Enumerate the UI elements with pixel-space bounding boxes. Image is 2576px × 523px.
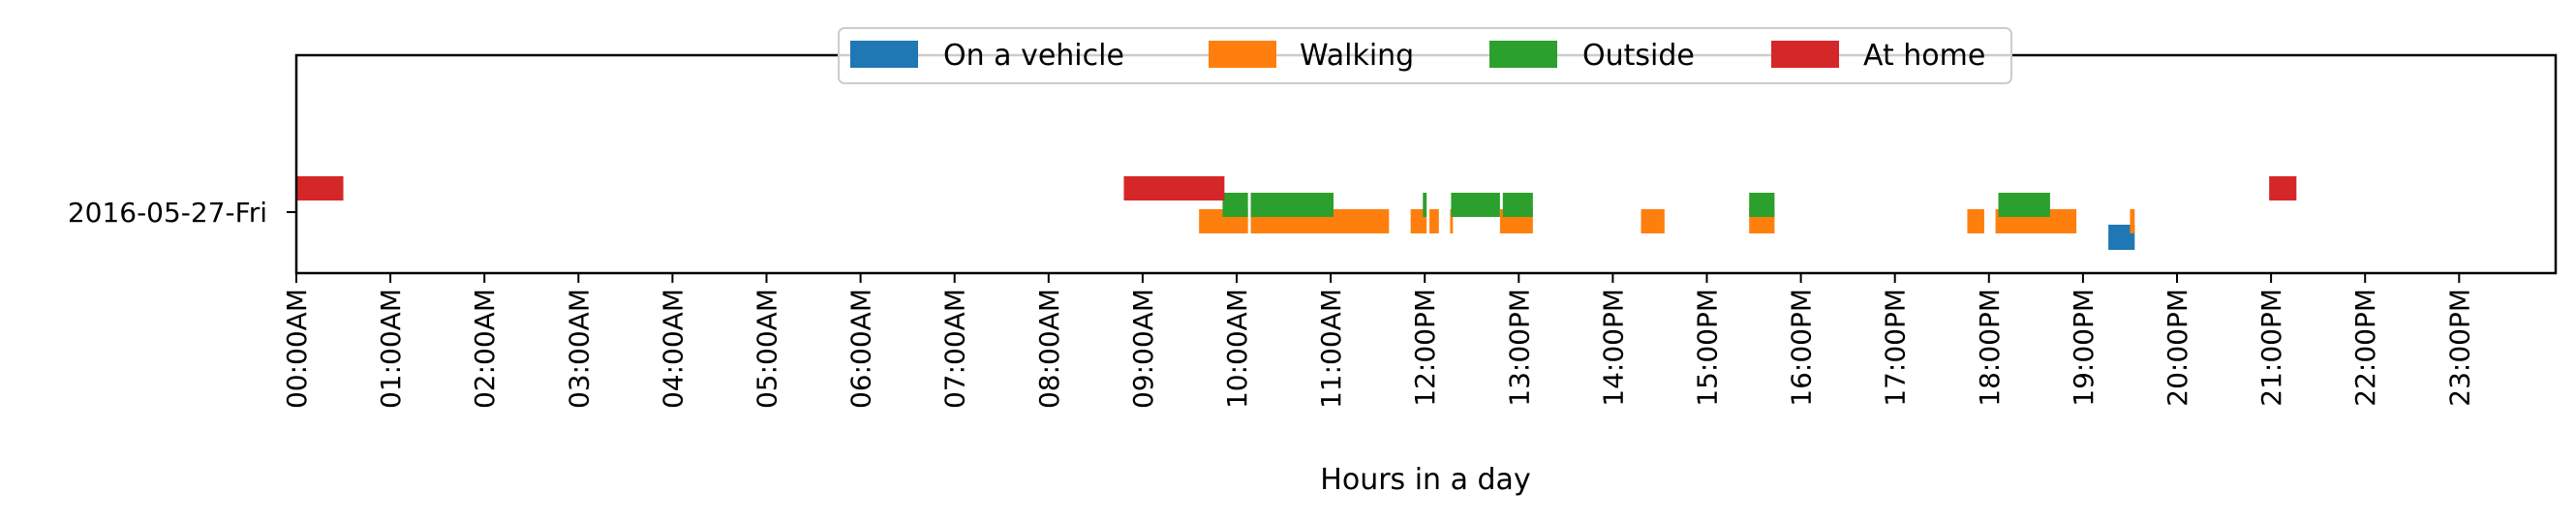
x-tick-label: 03:00AM	[563, 289, 595, 409]
x-tick-label: 23:00PM	[2443, 289, 2475, 407]
x-tick-label: 06:00AM	[845, 289, 877, 409]
legend-label-on-a-vehicle: On a vehicle	[943, 39, 1124, 73]
bar-walking	[1450, 209, 1454, 233]
bar-at-home	[2269, 176, 2297, 200]
bar-outside	[1222, 193, 1248, 217]
legend-label-outside: Outside	[1582, 39, 1695, 73]
x-tick-label: 02:00AM	[469, 289, 501, 409]
plot-frame	[294, 53, 2558, 275]
x-axis: 00:00AM 01:00AM 02:00AM 03:00AM 04:00AM 05:00…	[281, 273, 2475, 409]
x-tick-label: 08:00AM	[1033, 289, 1065, 409]
legend-swatch-walking	[1209, 41, 1276, 68]
bar-walking	[1641, 209, 1665, 233]
legend: On a vehicle Walking Outside At home	[838, 27, 2012, 84]
legend-swatch-on-a-vehicle	[850, 41, 918, 68]
bar-at-home	[1123, 176, 1225, 200]
bar-outside	[1749, 193, 1775, 217]
bar-walking	[1429, 209, 1439, 233]
x-tick-label: 18:00PM	[1974, 289, 2006, 407]
bar-outside	[1423, 193, 1427, 217]
activity-bars	[296, 176, 2297, 250]
bar-walking	[1410, 209, 1427, 233]
legend-label-walking: Walking	[1300, 39, 1414, 73]
legend-label-at-home: At home	[1863, 39, 1985, 73]
bar-at-home	[296, 176, 344, 200]
legend-swatch-at-home	[1771, 41, 1839, 68]
x-tick-label: 19:00PM	[2068, 289, 2100, 407]
x-tick-label: 13:00PM	[1503, 289, 1535, 407]
bar-walking	[2130, 209, 2135, 233]
x-tick-label: 17:00PM	[1880, 289, 1912, 407]
bar-outside	[1998, 193, 2050, 217]
x-tick-label: 04:00AM	[657, 289, 689, 409]
bar-walking	[1967, 209, 1984, 233]
x-tick-label: 20:00PM	[2162, 289, 2193, 407]
x-tick-label: 15:00PM	[1692, 289, 1724, 407]
x-tick-label: 16:00PM	[1786, 289, 1818, 407]
x-tick-label: 07:00AM	[939, 289, 971, 409]
bar-outside	[1250, 193, 1334, 217]
x-tick-label: 09:00AM	[1127, 289, 1159, 409]
x-tick-label: 01:00AM	[375, 289, 407, 409]
x-tick-label: 00:00AM	[281, 289, 313, 409]
x-tick-label: 05:00AM	[751, 289, 783, 409]
y-axis: 2016-05-27-Fri	[68, 197, 296, 229]
bar-outside	[1451, 193, 1500, 217]
x-tick-label: 12:00PM	[1409, 289, 1441, 407]
y-tick-label: 2016-05-27-Fri	[68, 197, 267, 229]
x-axis-label: Hours in a day	[1320, 463, 1530, 497]
legend-box	[838, 27, 2012, 84]
x-tick-label: 22:00PM	[2349, 289, 2381, 407]
x-tick-label: 14:00PM	[1597, 289, 1629, 407]
x-tick-label: 21:00PM	[2255, 289, 2287, 407]
legend-swatch-outside	[1489, 41, 1557, 68]
x-tick-label: 10:00AM	[1221, 289, 1253, 409]
x-tick-label: 11:00AM	[1315, 289, 1347, 409]
bar-outside	[1502, 193, 1533, 217]
